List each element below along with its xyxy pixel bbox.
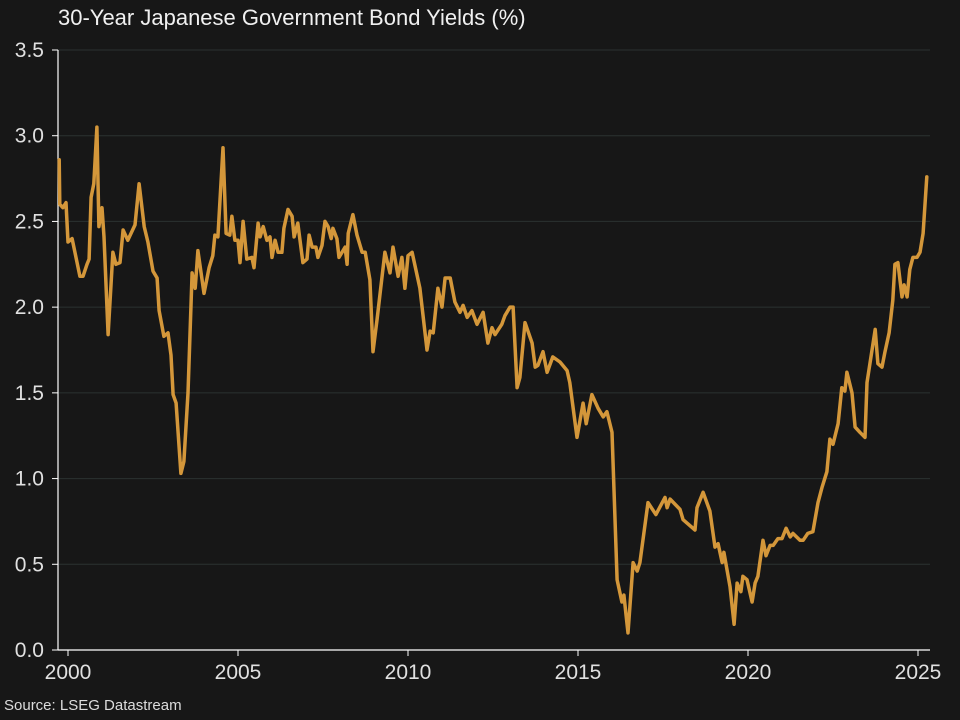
x-tick-label: 2015: [555, 661, 602, 684]
y-tick-label: 0.0: [15, 639, 44, 662]
source-note: Source: LSEG Datastream: [4, 697, 182, 714]
x-tick-label: 2005: [215, 661, 262, 684]
y-tick-label: 3.5: [15, 39, 44, 62]
x-tick-label: 2000: [45, 661, 92, 684]
y-tick-label: 2.5: [15, 210, 44, 233]
y-tick-label: 3.0: [15, 125, 44, 148]
chart-title: 30-Year Japanese Government Bond Yields …: [58, 5, 526, 30]
y-tick-label: 1.5: [15, 382, 44, 405]
x-tick-label: 2025: [895, 661, 942, 684]
x-tick-label: 2010: [385, 661, 432, 684]
y-tick-label: 2.0: [15, 296, 44, 319]
yield-series-line: [57, 125, 929, 635]
y-tick-label: 0.5: [15, 553, 44, 576]
x-tick-label: 2020: [725, 661, 772, 684]
y-tick-label: 1.0: [15, 468, 44, 491]
